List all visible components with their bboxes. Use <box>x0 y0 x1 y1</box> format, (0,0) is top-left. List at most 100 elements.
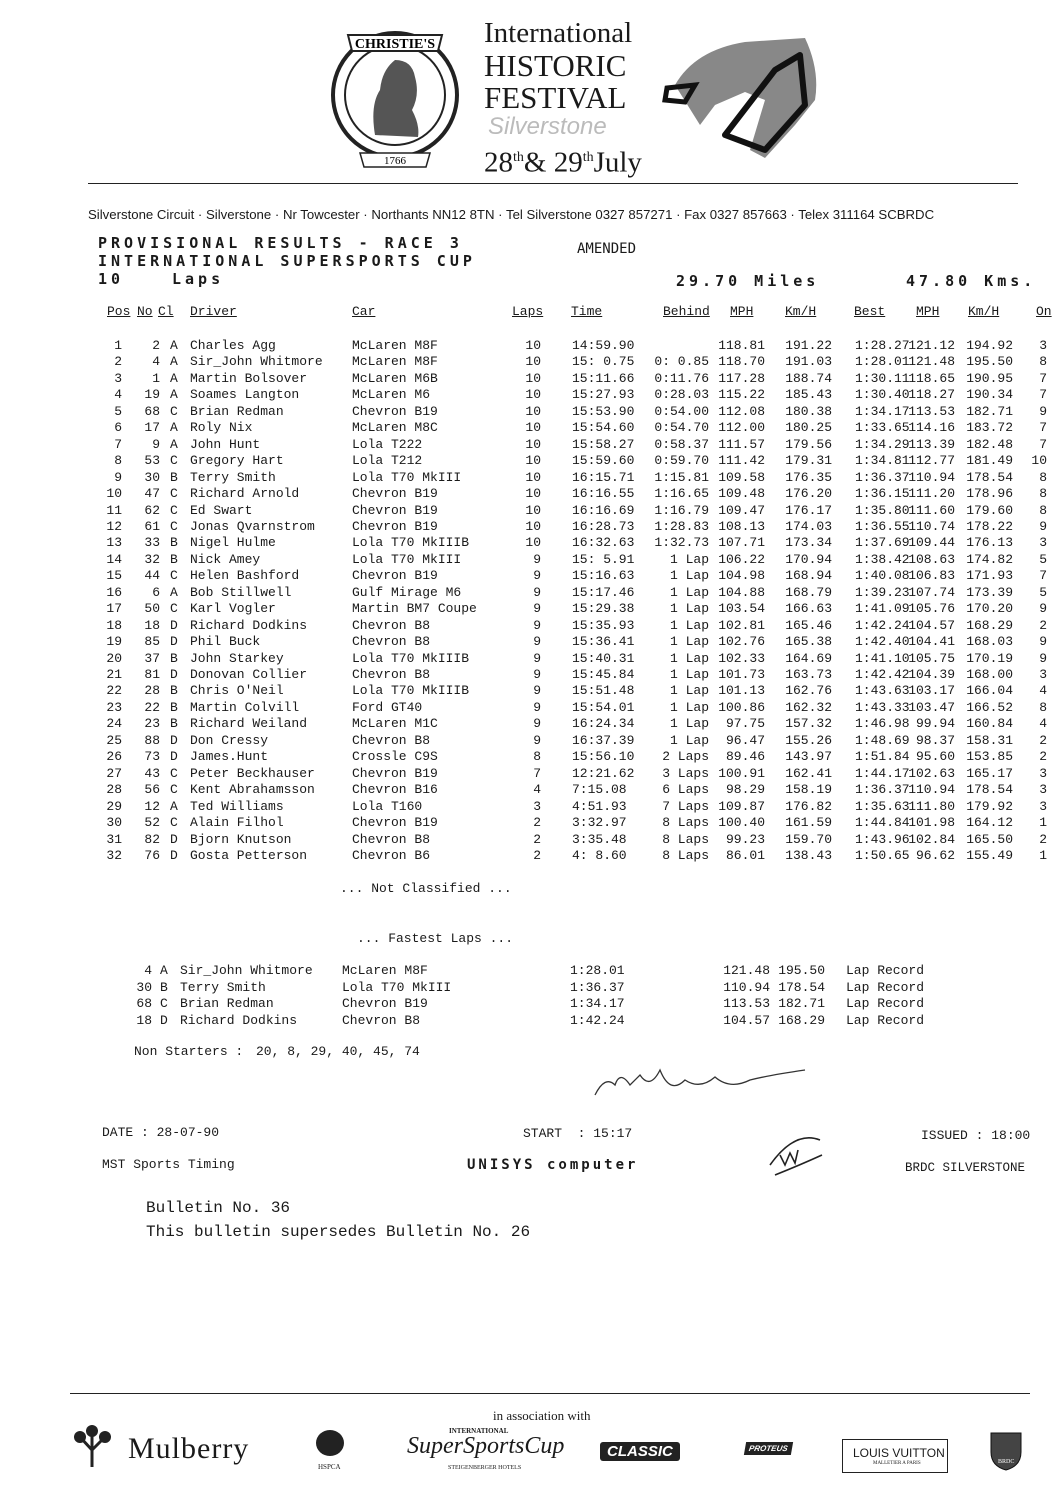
fastest-time: 1:34.17 <box>570 996 625 1012</box>
emblem <box>316 1430 344 1456</box>
on-lap: 8 <box>1039 354 1047 370</box>
mph: 101.73 <box>718 667 765 682</box>
car: Chevron B19 <box>352 518 438 534</box>
laps: 8 <box>533 749 541 765</box>
best-mph: 102.63 <box>908 765 955 781</box>
time: 15:56.10 <box>572 749 635 765</box>
behind: 1 Lap <box>669 667 709 682</box>
car: Chevron B19 <box>352 403 438 419</box>
car: Chevron B8 <box>352 634 431 650</box>
best-mph: 105.76 <box>908 601 955 617</box>
class: B <box>170 469 178 485</box>
best-kmh: 173.39 <box>966 584 1013 600</box>
driver: Richard Dodkins <box>190 617 308 633</box>
car-no: 2 <box>152 338 160 353</box>
time: 16:24.34 <box>572 716 635 732</box>
class: B <box>170 699 178 715</box>
time: 16:15.71 <box>572 469 635 485</box>
on-lap: 4 <box>1039 716 1047 732</box>
fastest-class: D <box>160 1012 168 1028</box>
fastest-time: 1:36.37 <box>570 979 625 995</box>
best-kmh: 178.96 <box>966 486 1013 502</box>
best-kmh: 168.03 <box>966 634 1013 650</box>
driver: Chris O'Neil <box>190 683 284 699</box>
class: C <box>170 453 178 469</box>
driver: Karl Vogler <box>190 601 276 617</box>
car: McLaren M6 <box>352 387 431 403</box>
brdc-logo-text: BRDC <box>998 1459 1015 1465</box>
pos: 1 <box>114 338 122 353</box>
car: Ford GT40 <box>352 699 423 715</box>
fastest-car-no: 4 <box>144 963 152 978</box>
best-kmh: 155.49 <box>966 847 1013 863</box>
best-kmh: 174.82 <box>966 551 1013 567</box>
car-no: 88 <box>144 732 160 748</box>
class: C <box>170 403 178 419</box>
mph: 101.13 <box>718 683 765 699</box>
fastest-car-no: 18 <box>136 1012 152 1028</box>
time: 15:40.31 <box>572 650 635 666</box>
behind: 1:15.81 <box>654 469 709 485</box>
car-no: 61 <box>144 518 160 534</box>
car-no: 43 <box>144 765 160 781</box>
behind: 1 Lap <box>669 699 709 715</box>
fastest-kmh: 182.71 <box>778 996 825 1012</box>
best-mph: 118.27 <box>908 387 955 403</box>
time: 15:45.84 <box>572 667 635 682</box>
best-kmh: 160.84 <box>966 716 1013 732</box>
car: Chevron B19 <box>352 765 438 781</box>
best-lap: 1:35.80 <box>855 502 910 518</box>
best-lap: 1:30.40 <box>855 387 910 403</box>
driver: Ted Williams <box>190 798 284 814</box>
driver: Kent Abrahamsson <box>190 782 315 798</box>
column-header: Km/H <box>785 304 817 319</box>
best-kmh: 165.50 <box>966 831 1013 847</box>
tree-leaf <box>86 1425 98 1437</box>
laps: 9 <box>533 584 541 600</box>
ssc-bottom: STEIGENBERGER HOTELS <box>448 1465 522 1471</box>
car: Chevron B8 <box>352 732 431 748</box>
kmh: 162.32 <box>785 699 832 715</box>
fastest-driver: Brian Redman <box>180 996 274 1012</box>
car: Lola T70 MkIIIB <box>352 650 470 666</box>
time: 4: 8.60 <box>572 847 627 863</box>
mph: 96.47 <box>725 732 765 748</box>
behind: 8 Laps <box>662 815 709 831</box>
car: Chevron B19 <box>352 815 438 831</box>
driver: Richard Arnold <box>190 486 300 502</box>
kmh: 173.34 <box>785 535 832 551</box>
car: Lola T70 MkIII <box>352 469 462 485</box>
fastest-car-no: 68 <box>136 996 152 1012</box>
car-no: 76 <box>144 847 160 863</box>
best-lap: 1:42.24 <box>855 617 910 633</box>
divider <box>70 1393 1030 1394</box>
driver: Soames Langton <box>190 387 300 403</box>
best-lap: 1:40.08 <box>855 568 910 584</box>
mph: 108.13 <box>718 518 765 534</box>
best-lap: 1:34.29 <box>855 436 910 452</box>
car-no: 68 <box>144 403 160 419</box>
car: McLaren M8F <box>352 354 438 370</box>
series-name: INTERNATIONAL SUPERSPORTS CUP <box>98 252 476 270</box>
pos: 4 <box>114 387 122 403</box>
best-kmh: 170.19 <box>966 650 1013 666</box>
logo-banner <box>346 34 444 52</box>
lv-sub: MALLETIER A PARIS <box>873 1461 921 1466</box>
distance-miles: 29.70 Miles <box>676 272 820 290</box>
class: A <box>170 387 178 403</box>
initials-stroke <box>769 1136 823 1176</box>
fastest-class: C <box>160 996 168 1012</box>
best-lap: 1:37.69 <box>855 535 910 551</box>
kmh: 176.82 <box>785 798 832 814</box>
best-kmh: 194.92 <box>966 338 1013 353</box>
driver: Don Cressy <box>190 732 269 748</box>
class: C <box>170 601 178 617</box>
best-mph: 112.77 <box>908 453 955 469</box>
behind: 0: 0.85 <box>654 354 709 370</box>
laps: 10 <box>525 486 541 502</box>
best-mph: 113.39 <box>908 436 955 452</box>
time: 16:16.69 <box>572 502 635 518</box>
mph: 99.23 <box>725 831 765 847</box>
kmh: 162.41 <box>785 765 832 781</box>
